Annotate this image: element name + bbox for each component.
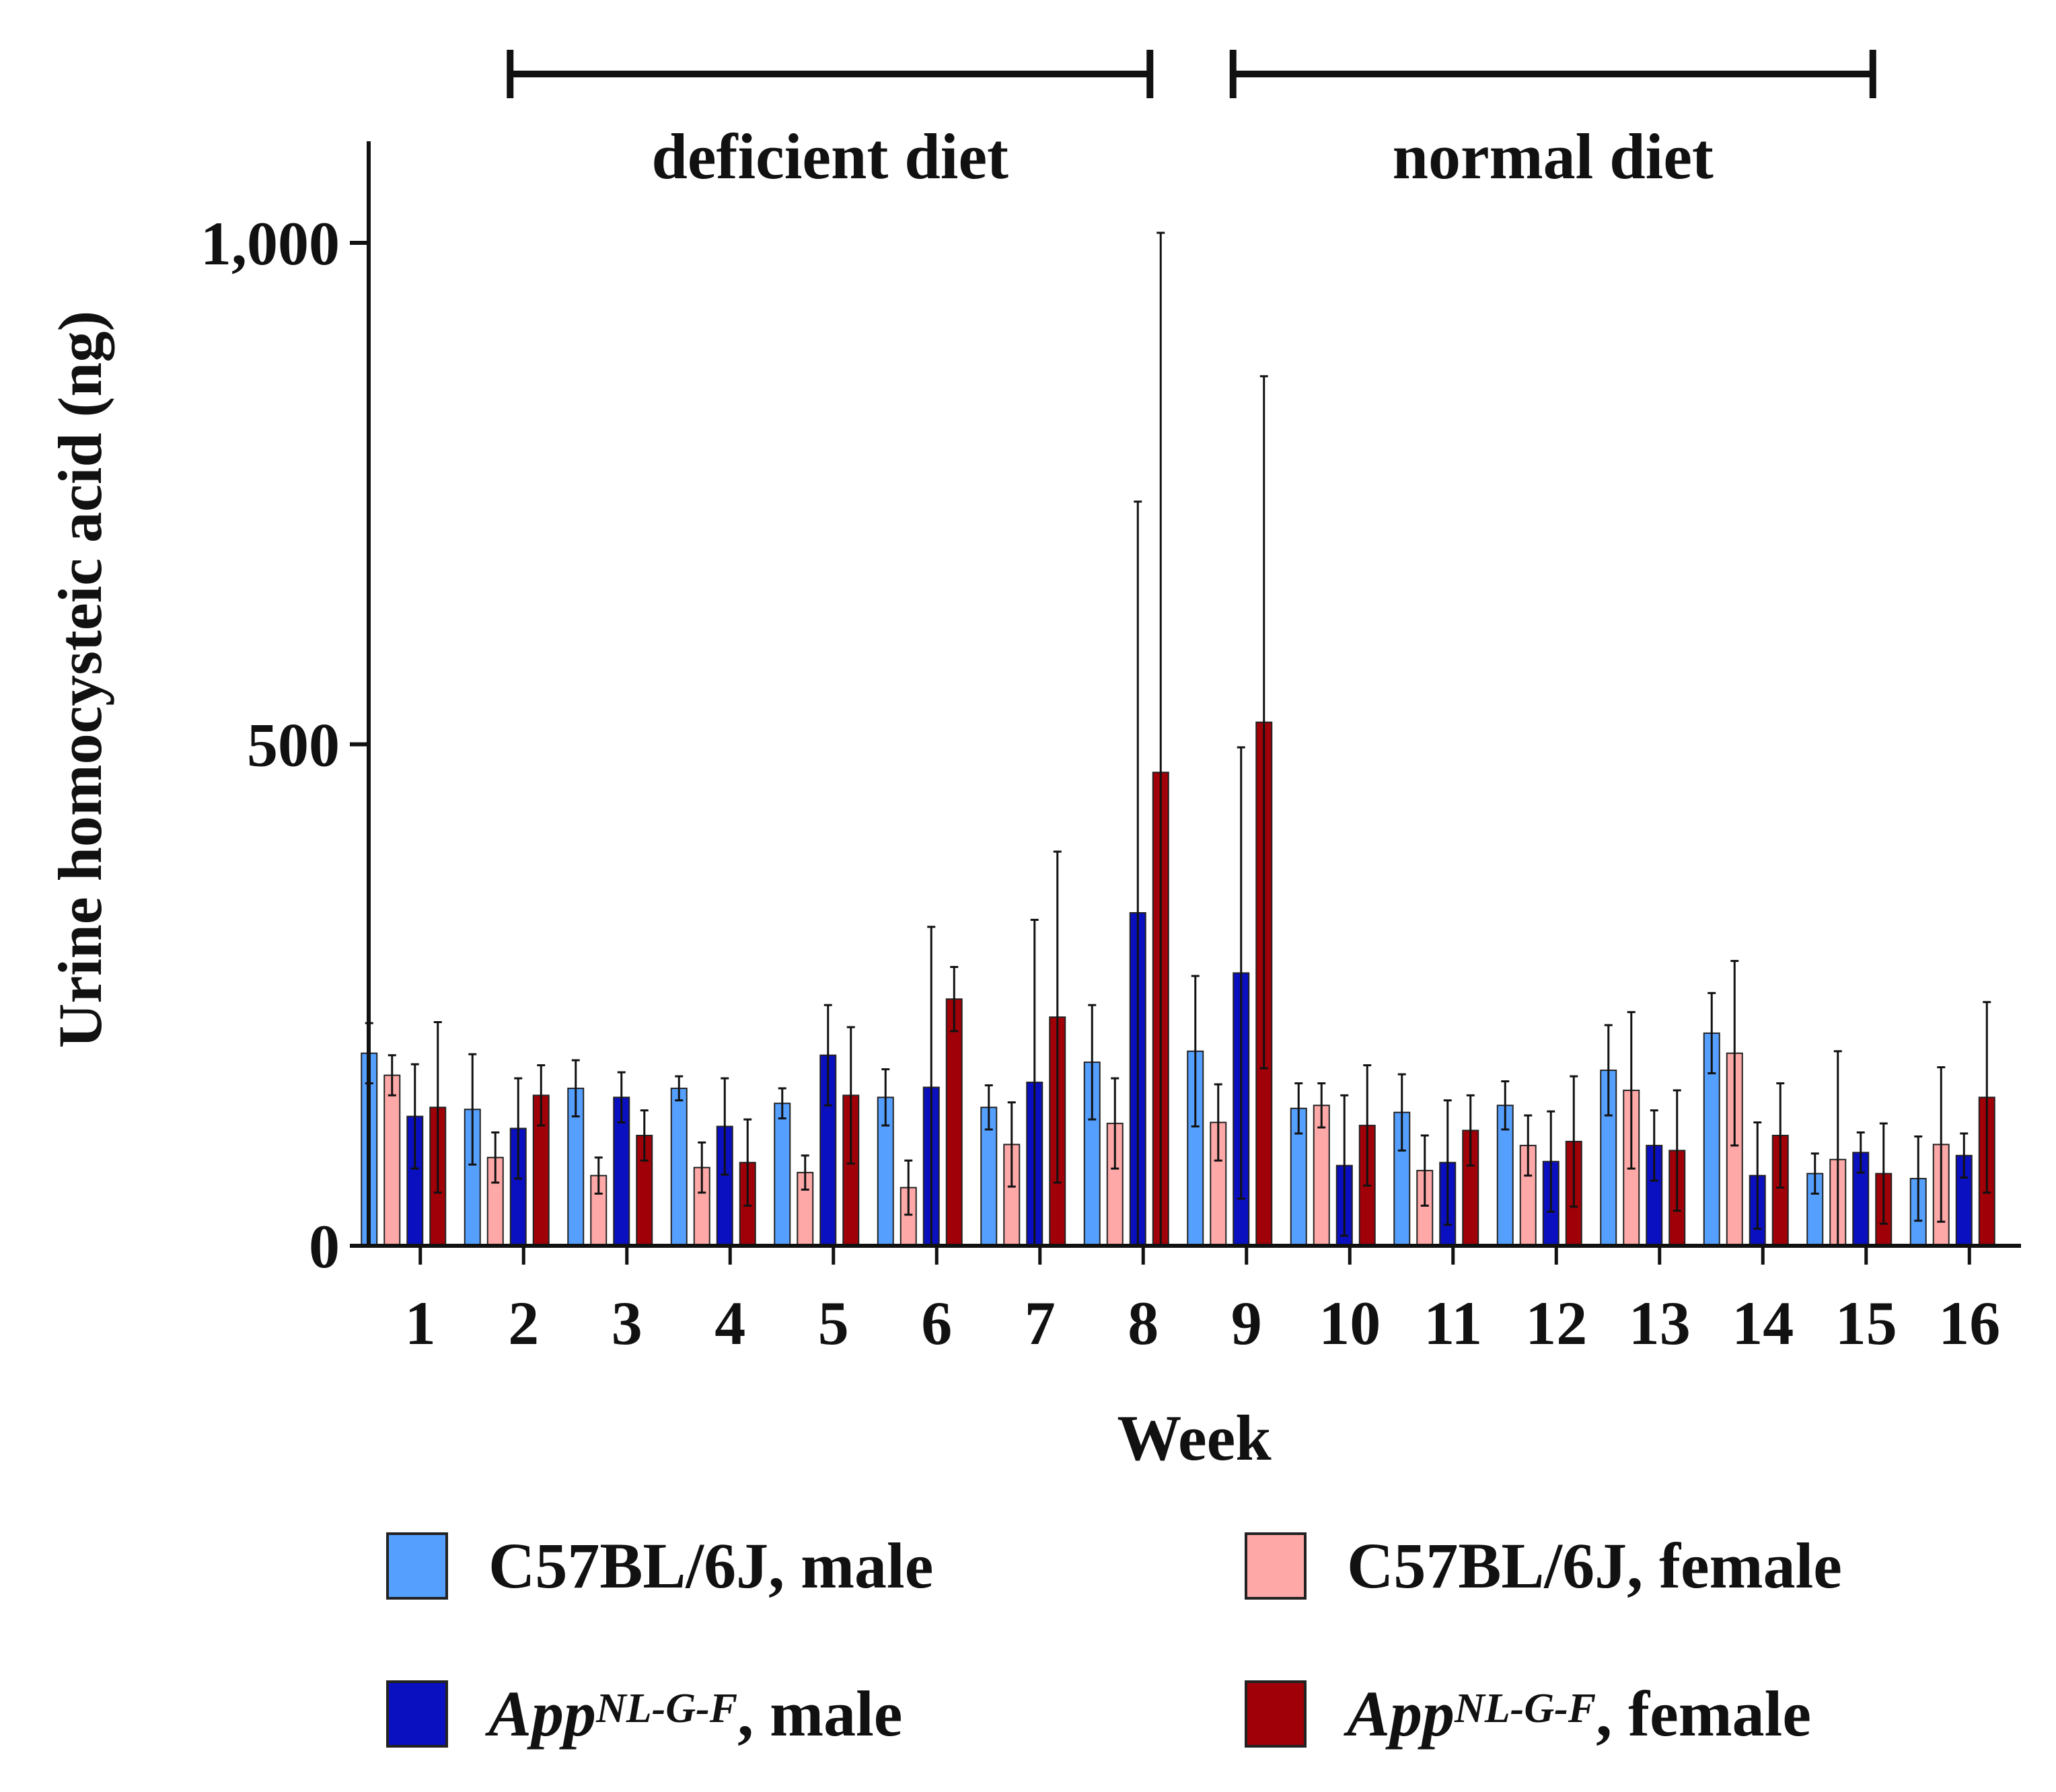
x-tick-label-8: 8	[1128, 1289, 1159, 1357]
period-label-1: deficient diet	[651, 120, 1008, 192]
legend-item-app-female: AppNL-G-F, female	[1245, 1676, 1811, 1751]
x-ticks: 1 2 3 4 5 6 7 8 9 10 11 12 13 14 15 16	[405, 1246, 2000, 1357]
legend-label-c57-female: C57BL/6J, female	[1347, 1530, 1842, 1602]
y-tick-label-500: 500	[247, 711, 340, 780]
y-ticks: 0 500 1,000	[200, 209, 369, 1281]
legend-item-c57-male: C57BL/6J, male	[386, 1528, 933, 1603]
y-tick-label-1000: 1,000	[200, 209, 340, 278]
x-tick-label-2: 2	[508, 1289, 539, 1357]
bars	[361, 721, 1995, 1247]
x-tick-label-11: 11	[1424, 1289, 1482, 1357]
x-tick-label-4: 4	[714, 1289, 745, 1357]
legend-label-c57-male: C57BL/6J, male	[488, 1530, 934, 1602]
legend-label-app-female: AppNL-G-F, female	[1347, 1678, 1811, 1750]
error-bars	[365, 231, 1991, 1247]
legend-swatch-c57-male	[386, 1532, 448, 1600]
diet-period-brackets: deficient diet normal diet	[507, 50, 1876, 192]
bar-s1-week-4	[670, 1087, 688, 1246]
legend-swatch-c57-female	[1245, 1532, 1307, 1600]
legend-item-app-male: AppNL-G-F, male	[386, 1676, 902, 1751]
x-tick-label-7: 7	[1025, 1289, 1056, 1357]
x-tick-label-6: 6	[921, 1289, 952, 1357]
y-axis-label: Urine homocysteic acid (ng)	[46, 311, 114, 1048]
x-tick-label-1: 1	[405, 1289, 436, 1357]
axes	[367, 141, 2021, 1248]
x-tick-label-3: 3	[612, 1289, 642, 1357]
bar-s2-week-1	[383, 1074, 401, 1247]
period-label-2: normal diet	[1393, 120, 1714, 192]
x-tick-label-16: 16	[1938, 1289, 2000, 1357]
x-tick-label-12: 12	[1525, 1289, 1587, 1357]
bar-s4-week-6	[945, 998, 963, 1246]
x-tick-label-14: 14	[1732, 1289, 1794, 1357]
x-tick-label-9: 9	[1231, 1289, 1262, 1357]
x-tick-label-15: 15	[1835, 1289, 1897, 1357]
x-tick-label-10: 10	[1319, 1289, 1381, 1357]
x-axis-label: Week	[1117, 1402, 1272, 1474]
bar-s1-week-5	[774, 1103, 791, 1246]
legend-swatch-app-female	[1245, 1680, 1307, 1748]
legend-label-app-male: AppNL-G-F, male	[488, 1678, 903, 1750]
legend-swatch-app-male	[386, 1680, 448, 1748]
y-tick-label-0: 0	[309, 1212, 340, 1281]
legend-item-c57-female: C57BL/6J, female	[1245, 1528, 1842, 1603]
x-tick-label-13: 13	[1629, 1289, 1691, 1357]
x-tick-label-5: 5	[818, 1289, 849, 1357]
